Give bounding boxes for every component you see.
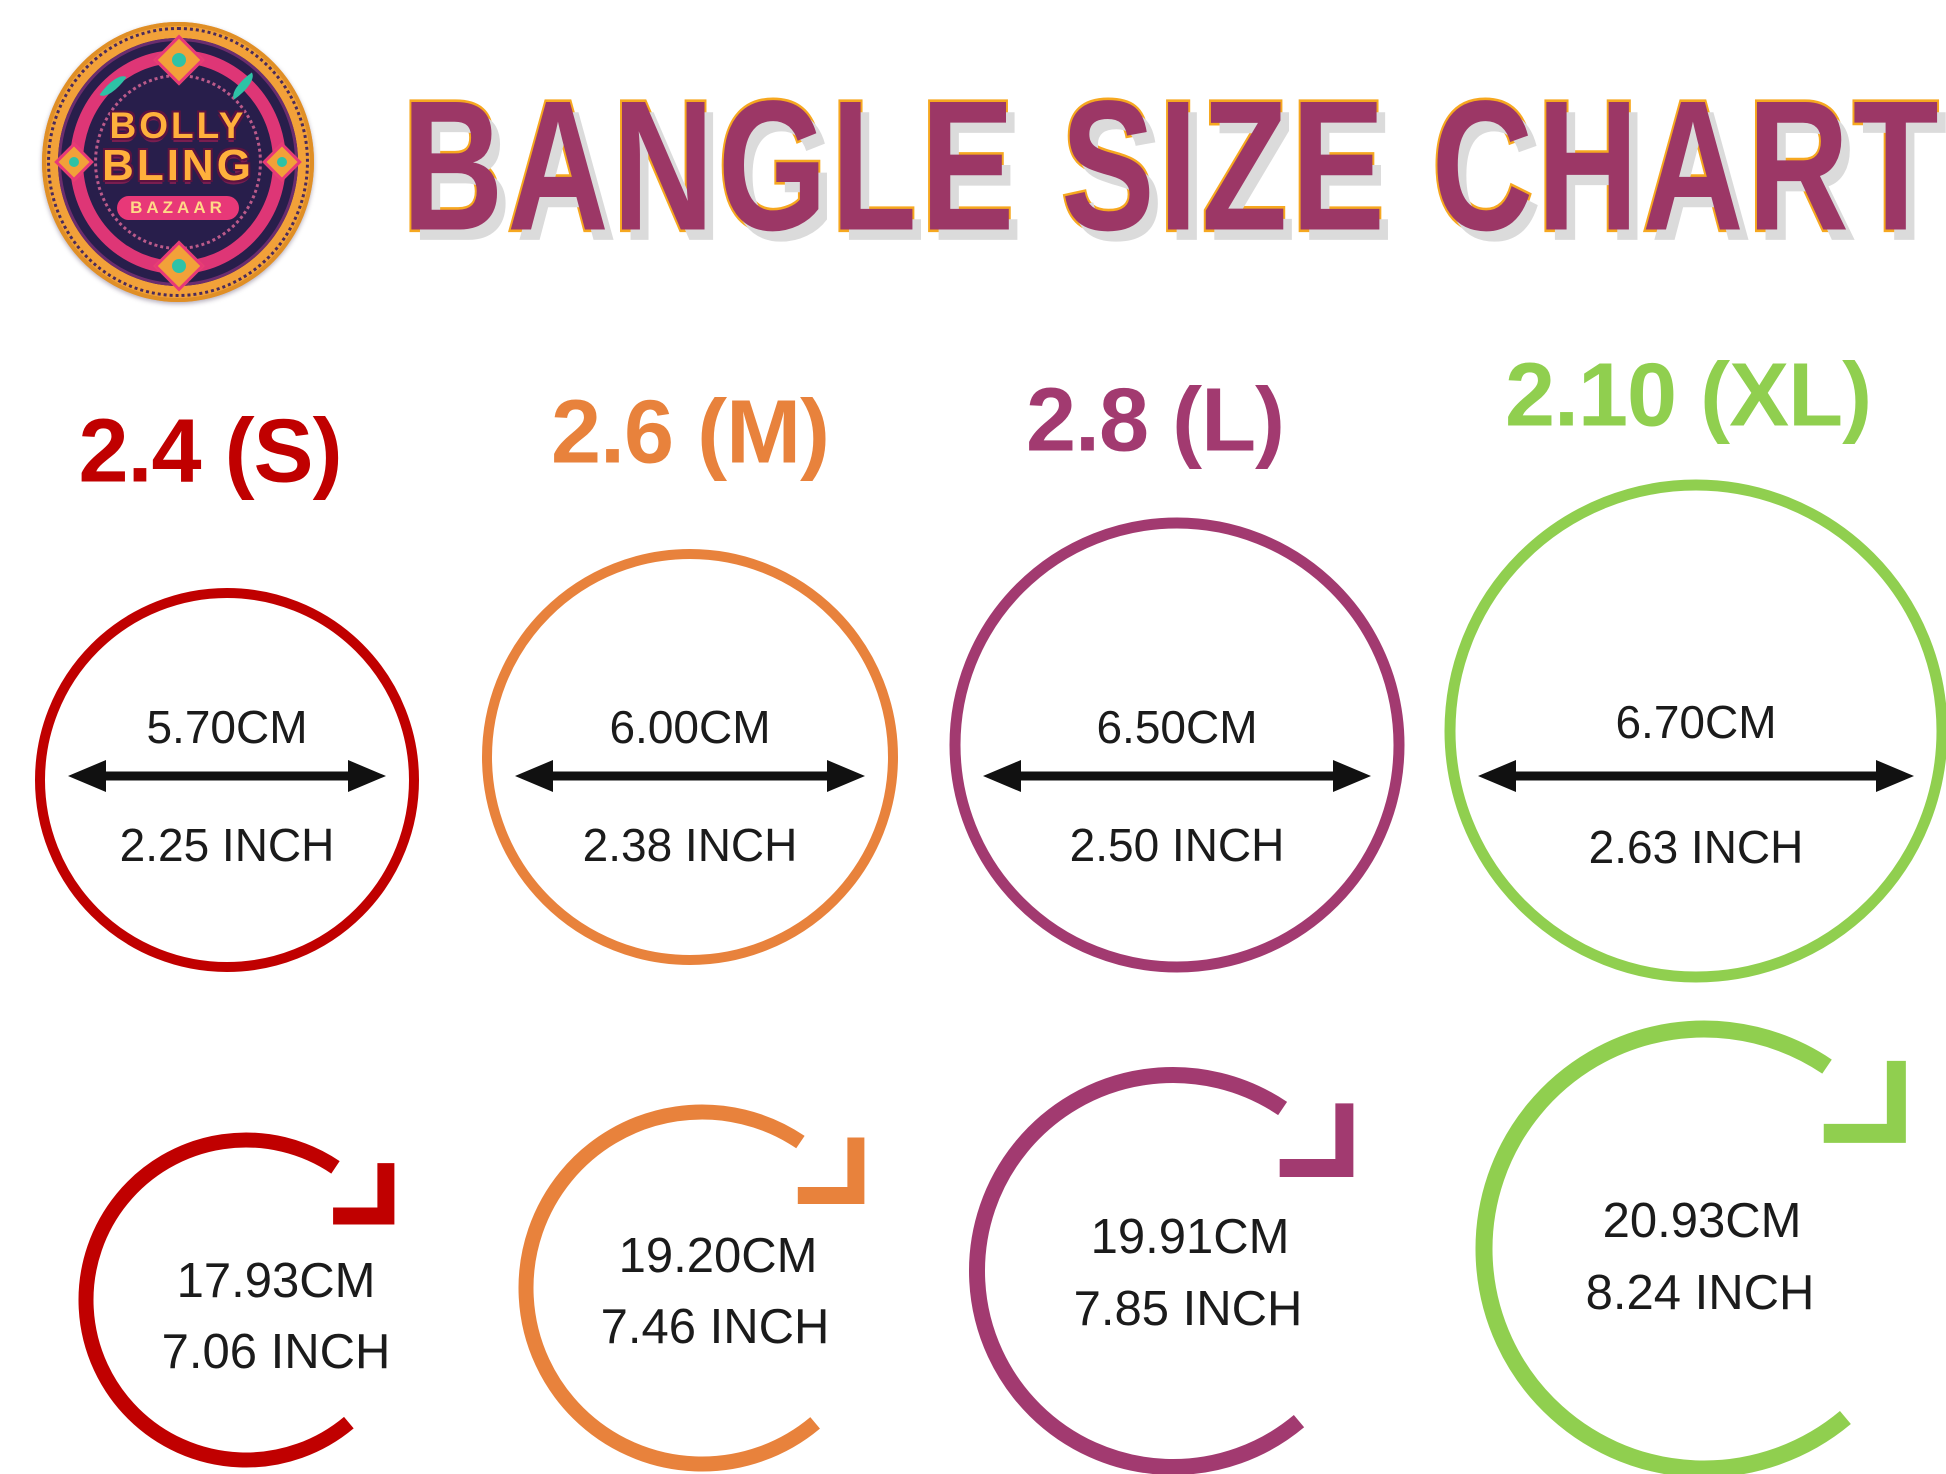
diameter-inch-s: 2.25 INCH [119,819,335,871]
circumference-arrowhead-l [1279,1103,1354,1178]
circumference-inch-l: 7.85 INCH [1073,1282,1303,1336]
circumference-cm-m: 19.20CM [618,1229,818,1283]
arrowhead-right-xl [1876,760,1914,792]
arrowhead-left-m [515,760,553,792]
logo-word-bolly: BOLLY [109,104,247,146]
arrowhead-left-l [983,760,1021,792]
circumference-arrowhead-m [797,1137,865,1205]
circumference-cm-l: 19.91CM [1090,1210,1290,1264]
page-title: BANGLE SIZE CHART [400,62,1943,270]
logo-word-bling: BLING [102,140,254,190]
circumference-cm-s: 17.93CM [176,1254,376,1308]
diameter-inch-m: 2.38 INCH [582,819,798,871]
diameter-cm-m: 6.00CM [609,701,771,753]
diameter-circle-s [35,588,419,972]
logo-word-bazaar: BAZAAR [117,196,239,221]
circumference-inch-m: 7.46 INCH [600,1300,830,1354]
size-label-xl: 2.10 (XL) [1504,345,1872,446]
size-label-l: 2.8 (L) [1025,370,1285,471]
diameter-circle-m [482,549,898,965]
diameter-inch-xl: 2.63 INCH [1588,821,1804,873]
diameter-cm-s: 5.70CM [146,701,308,753]
arrowhead-right-l [1333,760,1371,792]
size-label-s: 2.4 (S) [78,401,342,502]
size-label-m: 2.6 (M) [550,382,830,483]
circumference-inch-s: 7.06 INCH [161,1325,391,1379]
diameter-cm-xl: 6.70CM [1615,696,1777,748]
circumference-arrowhead-s [333,1163,395,1225]
circumference-arc-xl [1475,1020,1851,1474]
diameter-cm-l: 6.50CM [1096,701,1258,753]
arrowhead-right-s [348,760,386,792]
circumference-cm-xl: 20.93CM [1602,1194,1802,1248]
circumference-arc-m [518,1104,820,1472]
arrowhead-left-xl [1478,760,1516,792]
diameter-inch-l: 2.50 INCH [1069,819,1285,871]
circumference-arc-l [969,1067,1305,1474]
arrowhead-right-m [827,760,865,792]
circumference-inch-xl: 8.24 INCH [1585,1266,1815,1320]
logo-wordmark: BOLLY BLING BAZAAR [42,22,314,302]
circumference-arrowhead-xl [1823,1060,1906,1143]
arrowhead-left-s [68,760,106,792]
brand-logo: BOLLY BLING BAZAAR [42,22,314,302]
